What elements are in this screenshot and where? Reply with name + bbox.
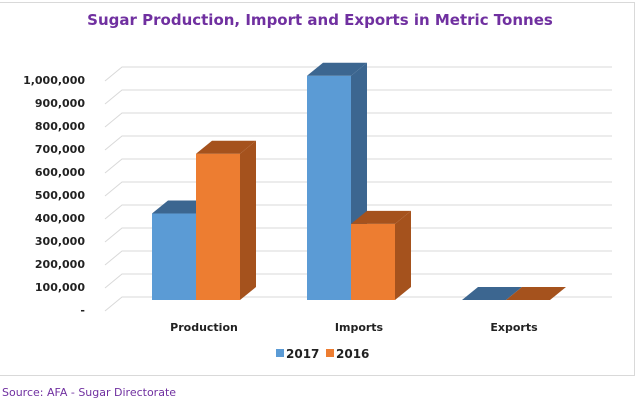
- x-category-label: Exports: [490, 321, 538, 334]
- bar-side-2016: [240, 140, 256, 300]
- legend-swatch-2017: [276, 349, 284, 357]
- gridline: [104, 135, 612, 151]
- gridline: [104, 204, 612, 220]
- y-tick-label: 1,000,000: [23, 74, 85, 87]
- y-tick-label: 100,000: [35, 281, 85, 294]
- legend-label-2017: 2017: [286, 347, 319, 361]
- bar-top-2016: [506, 287, 566, 300]
- y-tick-label: 200,000: [35, 258, 85, 271]
- bar-front-2017: [152, 213, 196, 300]
- y-tick-label: 300,000: [35, 235, 85, 248]
- y-tick-label: 600,000: [35, 166, 85, 179]
- gridline: [104, 66, 612, 82]
- gridline: [104, 158, 612, 174]
- gridline: [104, 89, 612, 105]
- bar-front-2016: [196, 153, 240, 300]
- bar-top-2016: [196, 140, 256, 154]
- y-tick-label: 800,000: [35, 120, 85, 133]
- y-tick-label: 900,000: [35, 97, 85, 110]
- gridline: [104, 227, 612, 243]
- bar-front-2017: [307, 75, 351, 300]
- y-tick-label: -: [80, 304, 85, 317]
- x-category-label: Production: [170, 321, 238, 334]
- source-note: Source: AFA - Sugar Directorate: [2, 386, 177, 399]
- gridline: [104, 273, 612, 289]
- y-tick-label: 500,000: [35, 189, 85, 202]
- bar-side-2016: [395, 210, 411, 300]
- legend-swatch-2016: [326, 349, 334, 357]
- bar-top-2016: [351, 210, 411, 224]
- legend-label-2016: 2016: [336, 347, 369, 361]
- y-tick-label: 700,000: [35, 143, 85, 156]
- y-tick-label: 400,000: [35, 212, 85, 225]
- gridline: [104, 250, 612, 266]
- bar-front-2016: [351, 223, 395, 300]
- gridline: [104, 112, 612, 128]
- bar-top-2017: [307, 62, 367, 76]
- gridline: [104, 296, 612, 312]
- gridline: [104, 181, 612, 197]
- x-category-label: Imports: [335, 321, 384, 334]
- chart-title: Sugar Production, Import and Exports in …: [87, 11, 553, 29]
- bar-top-2017: [462, 287, 522, 300]
